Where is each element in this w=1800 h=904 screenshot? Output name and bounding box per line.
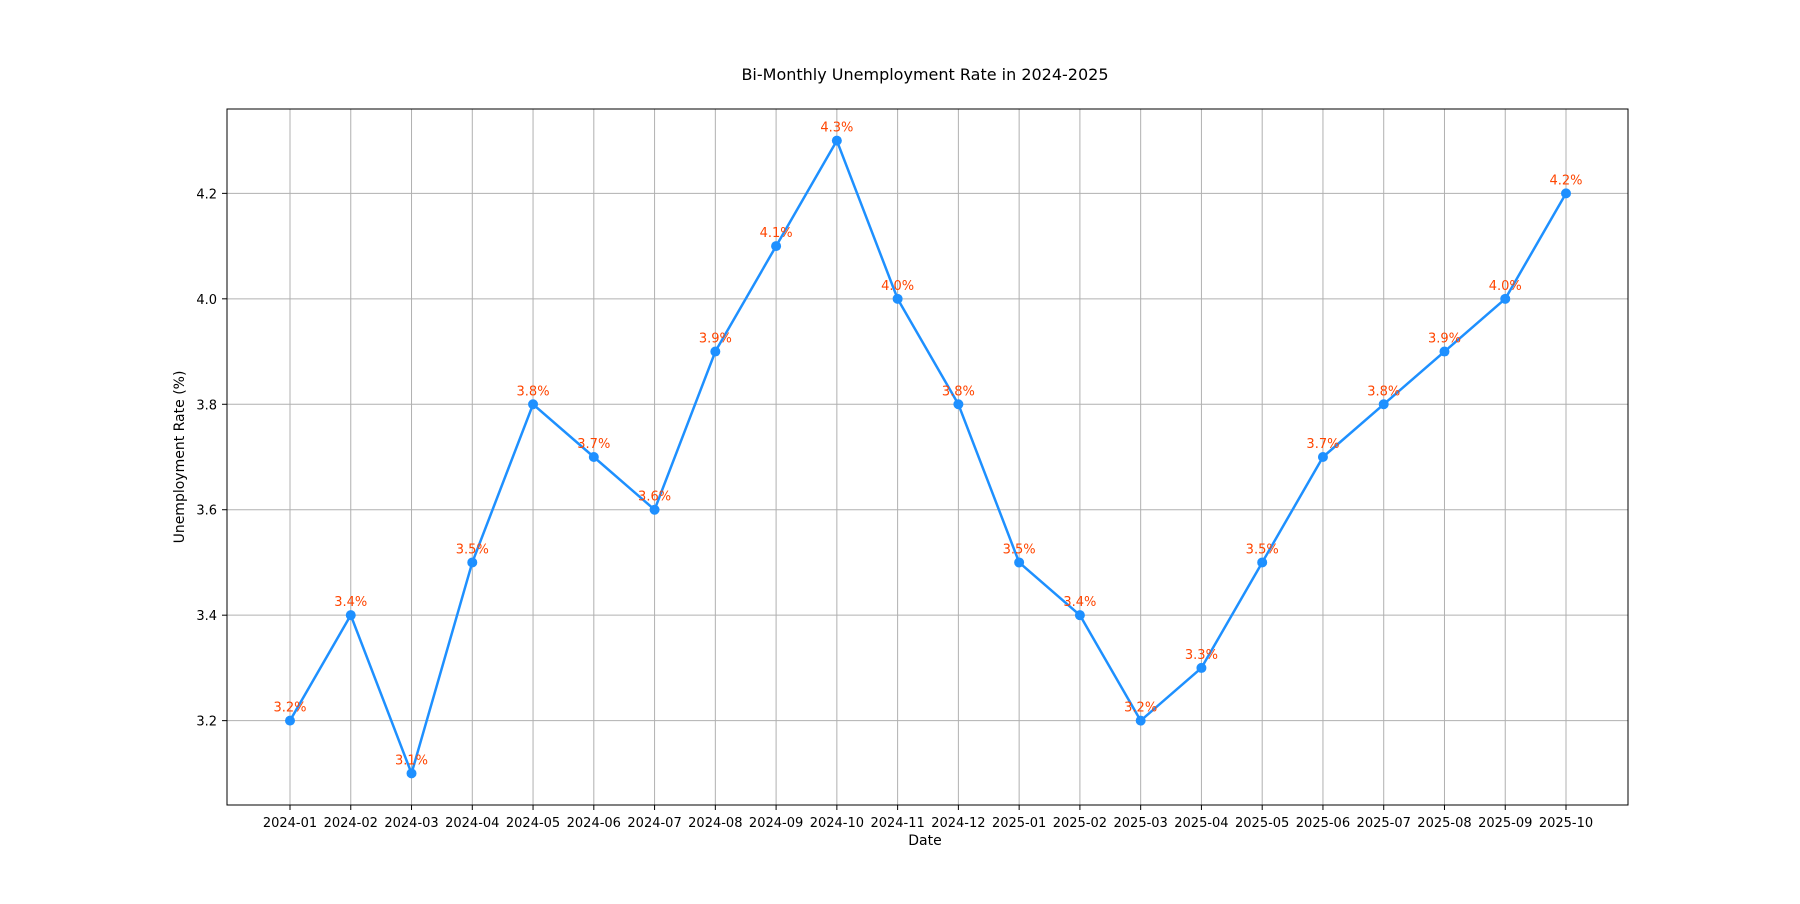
data-point	[1378, 399, 1389, 410]
x-tick-label: 2025-03	[1114, 816, 1168, 831]
data-point	[1317, 452, 1328, 462]
data-point	[1014, 557, 1025, 568]
data-label: 3.1%	[395, 753, 428, 768]
data-label: 3.7%	[1306, 437, 1339, 452]
data-point	[649, 504, 660, 515]
data-label: 3.8%	[517, 384, 550, 399]
x-tick-label: 2024-02	[324, 816, 378, 831]
data-point	[1074, 610, 1085, 621]
data-label: 3.3%	[1185, 648, 1218, 663]
data-point	[467, 557, 478, 568]
data-point	[1500, 293, 1511, 304]
series-unemployment-rate	[285, 135, 1571, 779]
y-tick-label: 3.2	[196, 715, 217, 730]
y-tick-label: 4.2	[196, 187, 217, 202]
x-tick-label: 2024-09	[749, 816, 803, 831]
x-tick-label: 2024-04	[445, 816, 499, 831]
x-tick-label: 2024-12	[931, 816, 985, 831]
data-label: 3.8%	[1367, 384, 1400, 399]
data-label: 3.2%	[1124, 701, 1157, 716]
data-label: 4.0%	[1489, 279, 1522, 294]
data-label: 3.4%	[334, 595, 367, 610]
data-label: 3.4%	[1063, 595, 1096, 610]
data-point	[1135, 715, 1146, 726]
data-point	[771, 241, 782, 252]
y-tick-label: 3.6	[196, 504, 217, 519]
axis-ticks: 2024-01 2024-02 2024-03 2024-04 2024-05 2024-…	[196, 187, 1593, 831]
x-tick-label: 2025-07	[1357, 816, 1411, 831]
data-label: 4.1%	[760, 226, 793, 241]
data-point	[345, 610, 356, 621]
x-tick-label: 2025-09	[1478, 816, 1532, 831]
chart-title: Bi-Monthly Unemployment Rate in 2024-202…	[741, 65, 1108, 84]
x-tick-label: 2024-06	[567, 816, 621, 831]
data-label: 3.5%	[1246, 542, 1279, 557]
data-label: 3.2%	[273, 701, 306, 716]
x-tick-label: 2025-08	[1417, 816, 1471, 831]
x-tick-label: 2024-07	[627, 816, 681, 831]
data-point	[892, 293, 903, 304]
y-tick-label: 3.4	[196, 609, 217, 624]
x-tick-label: 2024-03	[384, 816, 438, 831]
x-tick-label: 2025-05	[1235, 816, 1289, 831]
data-point	[528, 399, 539, 410]
data-point	[1257, 557, 1268, 568]
data-point	[406, 768, 417, 779]
x-tick-label: 2024-11	[870, 816, 924, 831]
data-point	[710, 346, 721, 357]
x-tick-label: 2025-04	[1174, 816, 1228, 831]
data-point	[831, 135, 842, 146]
data-labels: 3.2% 3.4% 3.1% 3.5% 3.8% 3.7% 3.6% 3.9% 4.1% 4.3%…	[273, 121, 1582, 769]
x-axis-label: Date	[908, 833, 941, 849]
data-label: 3.5%	[1003, 542, 1036, 557]
x-tick-label: 2025-01	[992, 816, 1046, 831]
series-line	[288, 139, 1568, 775]
data-label: 3.9%	[699, 332, 732, 347]
y-axis-label: Unemployment Rate (%)	[172, 371, 188, 544]
x-tick-label: 2025-02	[1053, 816, 1107, 831]
data-label: 3.9%	[1428, 332, 1461, 347]
x-tick-label: 2025-10	[1539, 816, 1593, 831]
data-label: 4.2%	[1549, 173, 1582, 188]
x-tick-label: 2024-10	[810, 816, 864, 831]
data-label: 3.5%	[456, 542, 489, 557]
x-tick-label: 2025-06	[1296, 816, 1350, 831]
x-tick-label: 2024-01	[263, 816, 317, 831]
data-point	[1561, 188, 1571, 199]
grid-lines	[227, 109, 1628, 805]
data-point	[285, 715, 295, 726]
data-label: 3.7%	[577, 437, 610, 452]
data-label: 4.0%	[881, 279, 914, 294]
x-tick-label: 2024-08	[688, 816, 742, 831]
data-point	[1196, 662, 1207, 673]
data-label: 4.3%	[820, 121, 853, 136]
data-point	[1439, 346, 1450, 357]
x-tick-label: 2024-05	[506, 816, 560, 831]
y-tick-label: 3.8	[196, 398, 217, 413]
y-tick-label: 4.0	[196, 293, 217, 308]
data-point	[953, 399, 964, 410]
data-label: 3.6%	[638, 490, 671, 505]
plot-area-frame	[226, 108, 1629, 806]
data-point	[588, 452, 599, 462]
data-label: 3.8%	[942, 384, 975, 399]
